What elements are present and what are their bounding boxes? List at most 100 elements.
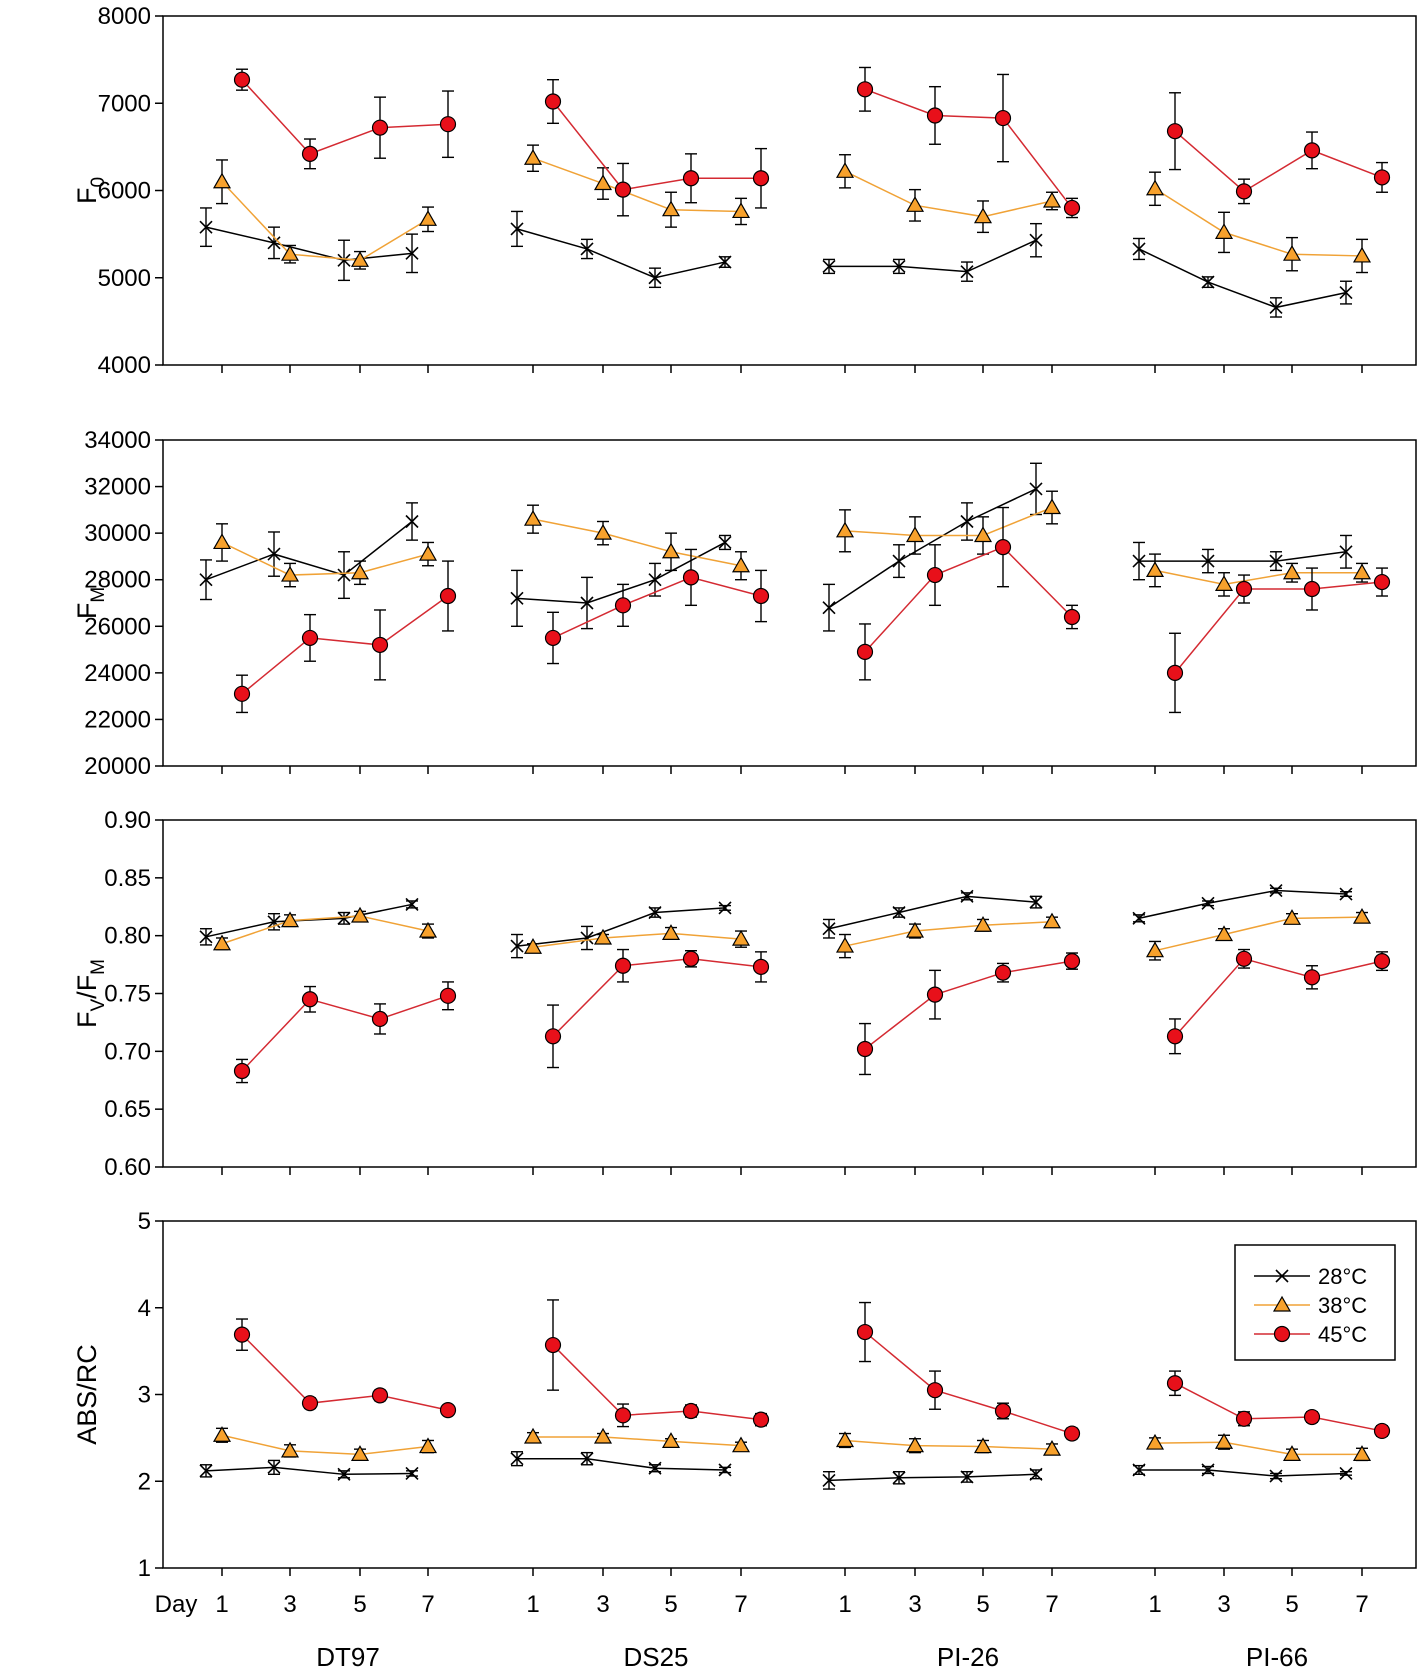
x-marker-stroke xyxy=(822,601,836,615)
x-marker xyxy=(1132,911,1146,925)
circle-marker xyxy=(614,957,632,974)
circle-marker xyxy=(371,1387,389,1404)
x-marker xyxy=(1201,896,1215,910)
circle-marker xyxy=(233,1062,251,1080)
triangle-marker xyxy=(593,928,613,945)
circle-marker xyxy=(856,81,874,98)
series-38c xyxy=(212,490,1372,597)
triangle-marker xyxy=(1145,179,1165,196)
x-marker xyxy=(1269,1469,1283,1483)
x-marker-stroke xyxy=(580,1452,594,1466)
triangle-marker xyxy=(523,509,543,526)
x-marker-stroke xyxy=(718,255,732,269)
x-marker-stroke xyxy=(648,271,662,285)
x-tick-label: 3 xyxy=(908,1591,921,1618)
series-line xyxy=(221,1434,429,1456)
triangle-marker xyxy=(1282,909,1302,925)
series-line xyxy=(1174,581,1383,674)
x-tick-label: 3 xyxy=(1217,1591,1230,1618)
x-marker-stroke xyxy=(1339,1466,1353,1481)
x-marker-stroke xyxy=(1339,887,1353,901)
triangle-marker xyxy=(835,521,855,538)
x-marker-stroke xyxy=(960,514,974,529)
y-tick-label: 32000 xyxy=(84,474,151,501)
triangle-marker xyxy=(280,1441,300,1458)
x-marker-stroke xyxy=(1029,895,1043,909)
x-tick-label: 1 xyxy=(838,1591,851,1618)
x-marker-stroke xyxy=(405,246,419,260)
circle-marker xyxy=(752,587,770,605)
x-marker-stroke xyxy=(405,897,419,912)
legend-entry: 45°C xyxy=(1254,1322,1367,1347)
circle-marker xyxy=(1303,580,1321,598)
circle-marker xyxy=(926,1382,944,1399)
x-marker-stroke xyxy=(510,591,524,605)
x-marker-stroke xyxy=(892,554,906,568)
triangle-marker xyxy=(1145,941,1165,958)
circle-marker xyxy=(856,643,874,661)
series-38c xyxy=(212,906,1372,961)
triangle-marker xyxy=(1272,1295,1292,1312)
y-tick-label: 2 xyxy=(138,1468,151,1495)
triangle-marker xyxy=(418,921,438,938)
circle-marker xyxy=(233,1326,251,1343)
y-tick-label: 3 xyxy=(138,1382,151,1409)
series-line xyxy=(1174,957,1383,1037)
panel-3: 0.60 0.65 0.70 0.75 0.80 0.85 0.90 FV/FM xyxy=(72,807,1417,1181)
series-line xyxy=(1154,916,1363,952)
triangle-marker xyxy=(1214,1433,1234,1449)
x-marker xyxy=(1269,300,1283,314)
x-tick-label: 7 xyxy=(421,1591,434,1618)
y-tick-label: 5000 xyxy=(98,265,151,292)
x-marker-stroke xyxy=(1269,300,1283,314)
triangle-marker xyxy=(212,1426,232,1442)
x-marker xyxy=(960,265,974,279)
triangle-marker xyxy=(350,1445,370,1461)
triangle-marker xyxy=(350,251,370,267)
x-marker-stroke xyxy=(822,259,836,273)
circle-marker xyxy=(614,1407,632,1424)
triangle-marker xyxy=(1352,907,1372,924)
x-marker xyxy=(267,236,281,250)
triangle-marker xyxy=(661,200,681,217)
triangle-marker xyxy=(593,174,613,191)
x-marker xyxy=(718,255,732,269)
circle-marker xyxy=(994,109,1012,127)
x-marker-stroke xyxy=(718,535,732,550)
x-marker xyxy=(337,568,351,582)
triangle-marker xyxy=(661,1432,681,1448)
x-marker xyxy=(1339,286,1353,300)
triangle-marker xyxy=(905,1436,925,1453)
x-marker xyxy=(822,259,836,273)
x-marker-stroke xyxy=(1201,554,1215,568)
triangle-marker xyxy=(523,1427,543,1444)
circle-marker xyxy=(544,1336,562,1354)
x-marker-stroke xyxy=(960,1470,974,1484)
series-line xyxy=(1154,1441,1362,1456)
x-marker-stroke xyxy=(199,220,213,234)
series-line xyxy=(828,895,1037,930)
triangle-marker xyxy=(593,523,613,540)
circle-marker xyxy=(1063,608,1081,626)
triangle-marker xyxy=(661,542,681,559)
x-tick-label: 1 xyxy=(215,1591,228,1618)
x-tick-label: 1 xyxy=(1148,1591,1161,1618)
x-marker-stroke xyxy=(510,222,524,236)
x-tick-label: 3 xyxy=(596,1591,609,1618)
circle-marker xyxy=(1063,199,1081,217)
legend-entry: 28°C xyxy=(1254,1264,1367,1289)
x-marker-stroke xyxy=(1201,896,1215,910)
panel-1: 4000 5000 6000 7000 8000 F0 xyxy=(72,3,1417,379)
x-marker-stroke xyxy=(648,1461,662,1475)
series-line xyxy=(1138,248,1347,309)
x-tick-label: 3 xyxy=(283,1591,296,1618)
x-marker xyxy=(1132,554,1146,568)
x-tick-label: 7 xyxy=(1045,1591,1058,1618)
x-marker xyxy=(1269,554,1283,568)
y-tick-label: 6000 xyxy=(98,178,151,205)
genotype-label: PI-26 xyxy=(937,1642,999,1672)
x-marker-stroke xyxy=(337,253,351,267)
triangle-marker xyxy=(1145,561,1165,578)
y-tick-label: 0.80 xyxy=(104,923,151,950)
circle-marker xyxy=(1063,1425,1081,1442)
